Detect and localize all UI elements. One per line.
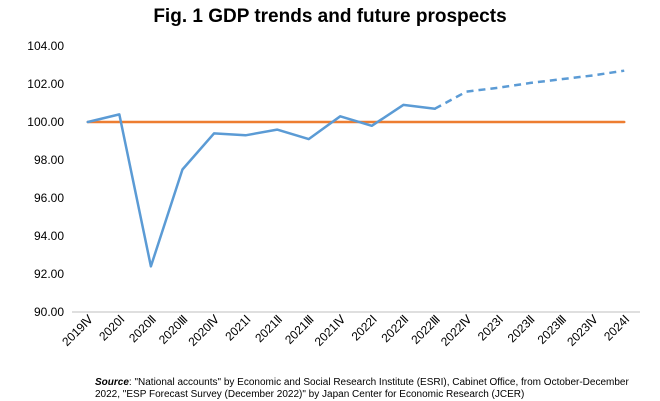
x-tick-label: 2020Ⅱ	[126, 312, 159, 345]
x-tick-label: 2021Ⅱ	[252, 312, 285, 345]
x-tick-label: 2024Ⅰ	[601, 312, 632, 343]
y-tick-label: 94.00	[34, 229, 64, 243]
source-note: Source: "National accounts" by Economic …	[95, 377, 655, 401]
chart-title: Fig. 1 GDP trends and future prospects	[153, 6, 507, 27]
x-tick-label: 2023Ⅳ	[564, 312, 601, 349]
x-tick-label: 2020Ⅲ	[156, 312, 191, 347]
source-text: : "National accounts" by Economic and So…	[95, 377, 629, 400]
source-label: Source	[95, 377, 129, 388]
y-tick-label: 98.00	[34, 153, 64, 167]
series-line-actual	[86, 103, 437, 268]
x-tick-label: 2022Ⅱ	[378, 312, 411, 345]
x-tick-label: 2021Ⅳ	[312, 312, 349, 349]
x-tick-label: 2022Ⅲ	[408, 312, 443, 347]
x-tick-label: 2023Ⅰ	[475, 312, 506, 343]
x-tick-label: 2020Ⅳ	[186, 312, 223, 349]
x-tick-label: 2023Ⅱ	[505, 312, 538, 345]
y-tick-label: 92.00	[34, 267, 64, 281]
axis-layer: 90.00 92.00 94.00 96.00 98.00 100.00 102.00 104…	[27, 39, 640, 349]
x-tick-label: 2022Ⅳ	[438, 312, 475, 349]
y-tick-label: 102.00	[27, 77, 64, 91]
series-line-forecast	[434, 69, 625, 110]
y-tick-label: 90.00	[34, 305, 64, 319]
y-tick-label: 100.00	[27, 115, 64, 129]
x-tick-label: 2021Ⅲ	[282, 312, 317, 347]
x-tick-label: 2023Ⅲ	[535, 312, 570, 347]
y-tick-label: 104.00	[27, 39, 64, 53]
x-tick-label: 2021Ⅰ	[222, 312, 253, 343]
series-layer	[86, 69, 626, 268]
x-tick-label: 2019Ⅳ	[59, 312, 96, 349]
y-tick-label: 96.00	[34, 191, 64, 205]
x-tick-label: 2020Ⅰ	[96, 312, 127, 343]
x-tick-label: 2022Ⅰ	[349, 312, 380, 343]
